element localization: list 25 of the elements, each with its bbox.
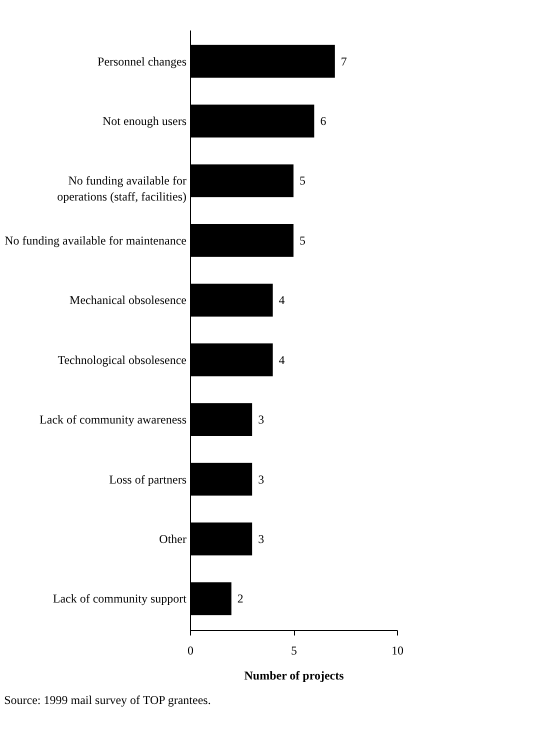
y-tick-label: No funding available for maintenance	[4, 233, 186, 248]
y-tick-label: Technological obsolesence	[58, 352, 186, 367]
data-label: 3	[258, 412, 264, 427]
data-label: 7	[340, 54, 347, 68]
y-tick-label: Lack of community support	[52, 592, 188, 606]
y-tick-label: Lack of community awareness	[40, 412, 187, 427]
data-label: 5	[300, 233, 306, 248]
x-tick-label: 0	[188, 644, 194, 658]
x-tick-label: 5	[291, 644, 297, 658]
data-label: 4	[278, 293, 285, 308]
y-tick-label: No funding available for operations (staff, facilities)	[57, 174, 186, 204]
y-tick-label: Mechanical obsolesence	[70, 293, 186, 308]
data-label: 6	[320, 114, 326, 128]
y-tick-label: Loss of partners	[109, 472, 187, 486]
source-note: Source: 1999 mail survey of TOP grantees.	[4, 693, 211, 707]
data-label: 3	[258, 472, 264, 486]
data-label: 4	[278, 352, 285, 367]
y-tick-label: Not enough users	[102, 114, 187, 128]
data-label: 3	[258, 532, 264, 546]
y-tick-label: Other	[159, 532, 186, 546]
data-label: 5	[300, 174, 306, 188]
y-tick-label: Personnel changes	[98, 54, 187, 68]
x-axis-title: Number of projects	[244, 668, 344, 682]
x-tick-label: 10	[392, 644, 404, 658]
data-label: 2	[237, 592, 244, 606]
